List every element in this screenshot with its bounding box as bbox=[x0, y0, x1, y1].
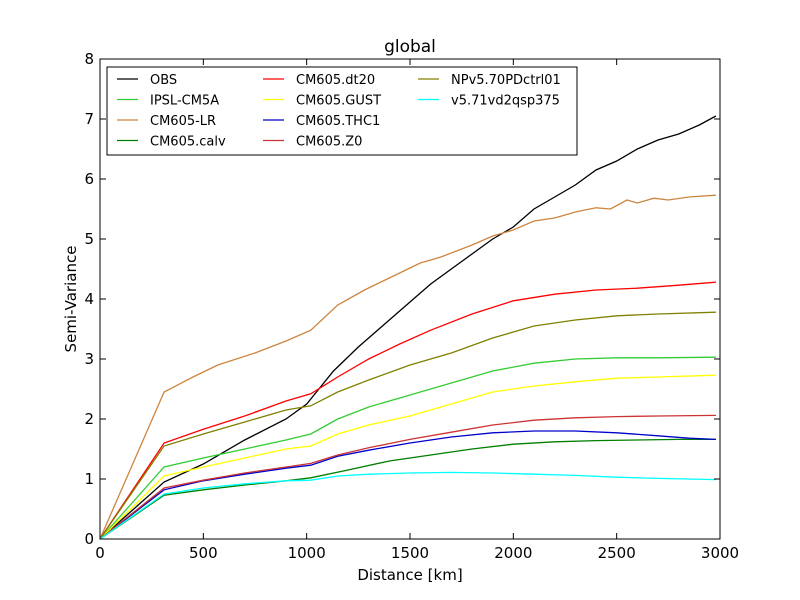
x-tick-label: 1000 bbox=[288, 544, 326, 562]
series-line-cm605-gust bbox=[99, 374, 716, 540]
y-tick-label: 8 bbox=[84, 50, 94, 68]
series-line-cm605-thc1 bbox=[99, 430, 716, 540]
y-tick-label: 3 bbox=[84, 350, 94, 368]
x-axis: 0 500 1000 1500 2000 2500 3000 bbox=[95, 59, 739, 562]
series-line-npv5-70pdctrl01 bbox=[99, 311, 716, 540]
legend-label: NPv5.70PDctrl01 bbox=[451, 73, 561, 88]
series-line-cm605-calv bbox=[99, 438, 716, 540]
legend-label: CM605.THC1 bbox=[296, 114, 380, 129]
legend-label: CM605-LR bbox=[150, 114, 216, 129]
y-axis: 0 1 2 3 4 5 6 7 8 bbox=[84, 50, 720, 548]
plot-lines bbox=[99, 115, 717, 540]
legend-label: OBS bbox=[150, 73, 177, 88]
y-tick-label: 4 bbox=[84, 290, 94, 308]
legend-label: IPSL-CM5A bbox=[150, 94, 219, 109]
legend-label: CM605.calv bbox=[150, 135, 226, 150]
series-line-ipsl-cm5a bbox=[99, 356, 716, 540]
x-tick-label: 3000 bbox=[701, 544, 739, 562]
y-tick-label: 5 bbox=[84, 230, 94, 248]
legend-box bbox=[106, 66, 578, 156]
y-tick-label: 6 bbox=[84, 170, 94, 188]
x-axis-label: Distance [km] bbox=[357, 566, 462, 584]
legend-label: v5.71vd2qsp375 bbox=[451, 94, 560, 109]
series-line-cm605-z0 bbox=[99, 414, 716, 540]
legend: OBS IPSL-CM5A CM605-LR CM605.calv CM605.dt20… bbox=[106, 66, 578, 156]
legend-label: CM605.GUST bbox=[296, 94, 381, 109]
y-tick-label: 2 bbox=[84, 410, 94, 428]
chart-title: global bbox=[384, 37, 436, 57]
series-line-cm605-dt20 bbox=[99, 281, 716, 540]
x-tick-label: 0 bbox=[95, 544, 105, 562]
series-line-obs bbox=[99, 115, 717, 540]
series-line-v5-71vd2qsp375 bbox=[99, 471, 716, 540]
x-tick-label: 500 bbox=[189, 544, 218, 562]
legend-label: CM605.dt20 bbox=[296, 73, 375, 88]
y-tick-label: 7 bbox=[84, 110, 94, 128]
x-tick-label: 2000 bbox=[494, 544, 532, 562]
y-tick-label: 0 bbox=[84, 530, 94, 548]
series-line-cm605-lr bbox=[99, 194, 716, 540]
x-tick-label: 2500 bbox=[598, 544, 636, 562]
legend-label: CM605.Z0 bbox=[296, 135, 362, 150]
x-tick-label: 1500 bbox=[391, 544, 429, 562]
y-axis-label: Semi-Variance bbox=[62, 246, 80, 353]
y-tick-label: 1 bbox=[84, 470, 94, 488]
